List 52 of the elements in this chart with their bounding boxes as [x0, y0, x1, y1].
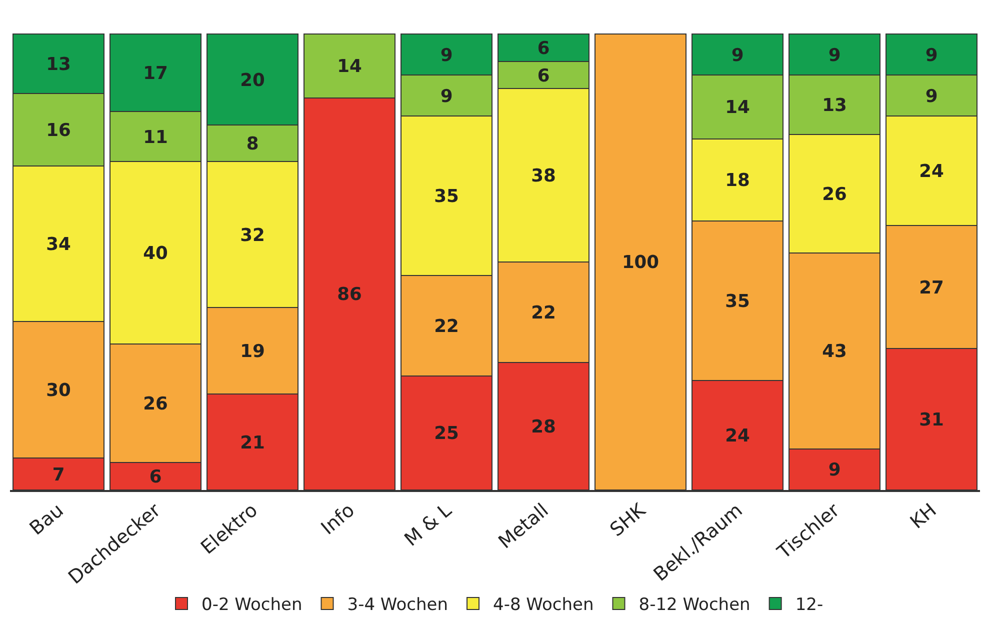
data-label: 22: [531, 302, 556, 324]
data-label: 18: [725, 170, 750, 192]
data-label: 9: [925, 86, 938, 107]
data-label: 30: [46, 380, 71, 401]
data-label: 14: [337, 56, 362, 78]
legend-label: 3-4 Wochen: [347, 595, 448, 616]
data-label: 13: [46, 54, 71, 75]
data-label: 11: [143, 126, 168, 148]
data-label: 6: [149, 466, 162, 488]
data-label: 40: [143, 243, 168, 264]
data-label: 13: [822, 94, 847, 116]
data-label: 22: [434, 316, 459, 338]
data-label: 6: [537, 65, 550, 86]
data-label: 9: [440, 86, 453, 107]
data-label: 35: [725, 290, 750, 312]
data-label: 17: [143, 62, 168, 84]
data-label: 14: [725, 97, 750, 118]
x-tick-label: Bau: [26, 499, 68, 540]
x-tick-label: KH: [906, 499, 941, 534]
data-label: 32: [240, 224, 265, 246]
data-label: 26: [822, 184, 847, 205]
data-label: 35: [434, 186, 459, 208]
data-label: 34: [46, 234, 71, 255]
data-label: 19: [240, 341, 265, 362]
legend-label: 4-8 Wochen: [493, 595, 594, 616]
data-label: 38: [531, 166, 556, 187]
legend-label: 0-2 Wochen: [202, 595, 302, 616]
data-label: 9: [925, 44, 938, 66]
data-label: 20: [240, 70, 265, 91]
data-label: 16: [46, 120, 71, 141]
data-label: 24: [725, 426, 750, 447]
legend-label: 8-12 Wochen: [638, 595, 750, 616]
data-label: 28: [531, 416, 556, 438]
data-label: 9: [828, 44, 841, 66]
data-label: 9: [440, 44, 453, 66]
data-label: 24: [919, 161, 944, 182]
data-label: 31: [919, 410, 944, 431]
data-label: 9: [731, 44, 744, 66]
data-label: 21: [240, 432, 265, 454]
data-label: 26: [143, 394, 168, 415]
data-label: 86: [337, 284, 362, 306]
legend-label: 12-: [795, 595, 824, 616]
data-label: 100: [622, 252, 660, 274]
data-label: 7: [52, 464, 65, 486]
x-tick-label: M & L: [400, 499, 456, 551]
data-label: 9: [828, 460, 841, 481]
data-label: 8: [246, 134, 259, 155]
data-label: 27: [919, 277, 944, 298]
data-label: 6: [537, 38, 550, 59]
data-label: 25: [434, 423, 459, 444]
data-label: 43: [822, 341, 847, 362]
x-tick-label: Info: [317, 499, 359, 540]
